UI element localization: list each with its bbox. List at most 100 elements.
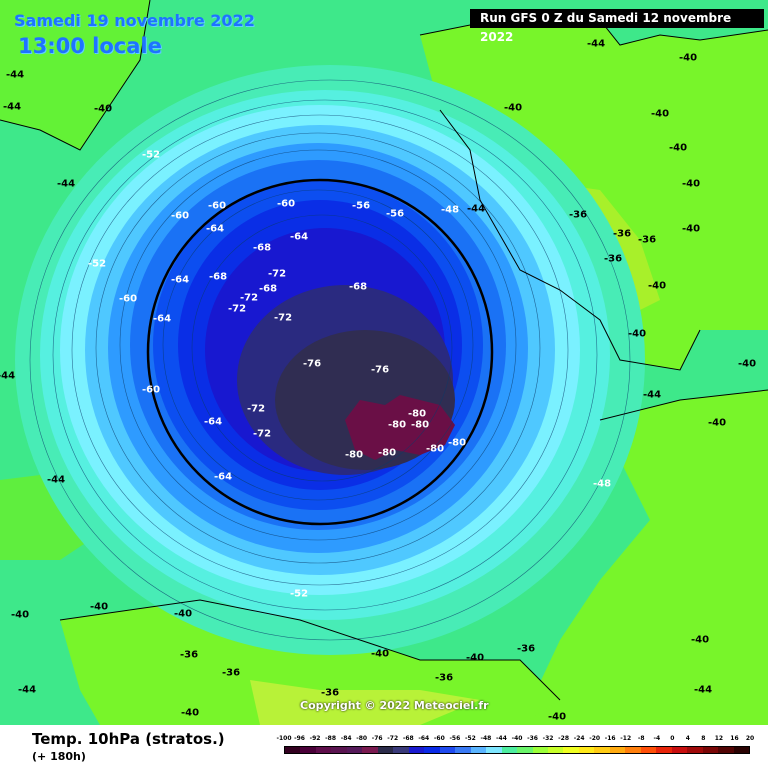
color-scale-tick-label: -72: [387, 735, 399, 742]
map-label: -40: [173, 608, 193, 620]
color-scale-swatch: [362, 747, 378, 753]
map-label: -60: [118, 293, 138, 305]
map-label: -44: [693, 684, 713, 696]
color-scale-tick-label: -40: [511, 735, 523, 742]
color-scale-tick-label: 8: [701, 735, 706, 742]
color-scale-tick-label: -12: [620, 735, 632, 742]
color-scale-swatch: [563, 747, 579, 753]
map-label: -48: [440, 204, 460, 216]
color-scale-swatch: [594, 747, 610, 753]
color-scale-swatch: [517, 747, 533, 753]
map-label: -68: [258, 283, 278, 295]
map-label: -40: [89, 601, 109, 613]
color-scale-swatch: [532, 747, 548, 753]
color-scale-tick-label: -76: [371, 735, 383, 742]
map-label: -68: [252, 242, 272, 254]
color-scale-tick-label: -24: [573, 735, 585, 742]
map-label: -52: [289, 588, 309, 600]
color-scale-swatch: [702, 747, 719, 753]
map-label: -56: [385, 208, 405, 220]
color-scale-swatch: [300, 747, 316, 753]
color-scale-tick-label: -56: [449, 735, 461, 742]
color-scale-swatch: [640, 747, 657, 753]
map-label: -40: [627, 328, 647, 340]
color-scale-bar: [284, 746, 750, 754]
color-scale-tick-label: -64: [418, 735, 430, 742]
color-scale-labels: -100 -96 -92 -88 -84 -80 -76 -72 -68 -64 -60 -56 -52…: [276, 735, 754, 745]
map-label: -72: [239, 292, 259, 304]
map-label: -40: [647, 280, 667, 292]
color-scale-swatch: [424, 747, 440, 753]
color-scale-swatch: [331, 747, 347, 753]
color-scale-tick-label: -44: [496, 735, 507, 742]
color-scale-tick-label: -8: [637, 735, 645, 742]
map-label: -44: [17, 684, 37, 696]
map-label: -64: [205, 223, 225, 235]
color-scale-swatch: [455, 747, 471, 753]
map-label: -40: [370, 648, 390, 660]
color-scale-tick-label: -100: [276, 735, 292, 742]
color-scale-tick-label: -92: [309, 735, 321, 742]
map-label: -40: [707, 417, 727, 429]
color-scale-tick-label: -60: [433, 735, 445, 742]
color-scale-tick-label: -84: [340, 735, 352, 742]
map-label: -36: [603, 253, 623, 265]
map-label: -40: [503, 102, 523, 114]
color-scale-swatch: [547, 747, 564, 753]
map-label: -76: [302, 358, 322, 370]
color-scale-swatch: [470, 747, 487, 753]
map-label: -48: [592, 478, 612, 490]
map-label: -36: [612, 228, 632, 240]
color-scale-tick-label: 20: [745, 735, 755, 742]
map-label: -52: [87, 258, 107, 270]
color-scale-tick-label: -68: [402, 735, 414, 742]
map-label: -80: [344, 449, 364, 461]
forecast-valid-time: 13:00 locale: [18, 34, 162, 58]
map-label: -80: [407, 408, 427, 420]
color-scale-swatch: [439, 747, 456, 753]
map-label: -44: [56, 178, 76, 190]
color-scale-swatch: [671, 747, 688, 753]
map-legend-footer: Temp. 10hPa (stratos.) (+ 180h) -100 -96-…: [0, 725, 768, 768]
forecast-valid-date: Samedi 19 novembre 2022: [14, 11, 255, 30]
temperature-map: [0, 0, 768, 725]
color-scale-tick-label: -36: [527, 735, 538, 742]
color-scale: -100 -96 -92 -88 -84 -80 -76 -72 -68 -64 -60 -56 -52…: [276, 735, 754, 761]
color-scale-tick-label: -28: [558, 735, 570, 742]
map-label: -44: [466, 203, 486, 215]
map-label: -36: [179, 649, 199, 661]
map-label: -64: [213, 471, 233, 483]
map-label: -76: [370, 364, 390, 376]
map-label: -64: [203, 416, 223, 428]
map-label: -36: [221, 667, 241, 679]
map-label: -40: [93, 103, 113, 115]
map-label: -60: [207, 200, 227, 212]
map-label: -44: [2, 101, 22, 113]
map-label: -40: [10, 609, 30, 621]
color-scale-tick-label: -52: [464, 735, 476, 742]
map-label: -68: [208, 271, 228, 283]
map-label: -40: [180, 707, 200, 719]
map-label: -64: [289, 231, 309, 243]
color-scale-tick-label: -20: [589, 735, 601, 742]
map-label: -72: [273, 312, 293, 324]
map-label: -36: [320, 687, 340, 699]
map-label: -40: [690, 634, 710, 646]
color-scale-tick-label: 0: [670, 735, 675, 742]
variable-title: Temp. 10hPa (stratos.): [32, 730, 225, 748]
map-label: -60: [170, 210, 190, 222]
color-scale-swatch: [578, 747, 595, 753]
map-label: -68: [348, 281, 368, 293]
map-label: -40: [681, 223, 701, 235]
color-scale-tick-label: 16: [730, 735, 739, 742]
map-label: -64: [170, 274, 190, 286]
map-label: -36: [434, 672, 454, 684]
map-label: -44: [586, 38, 606, 50]
color-scale-swatch: [687, 747, 703, 753]
map-label: -44: [46, 474, 66, 486]
color-scale-swatch: [656, 747, 672, 753]
color-scale-swatch: [501, 747, 518, 753]
map-label: -36: [568, 209, 588, 221]
color-scale-swatch: [285, 747, 301, 753]
